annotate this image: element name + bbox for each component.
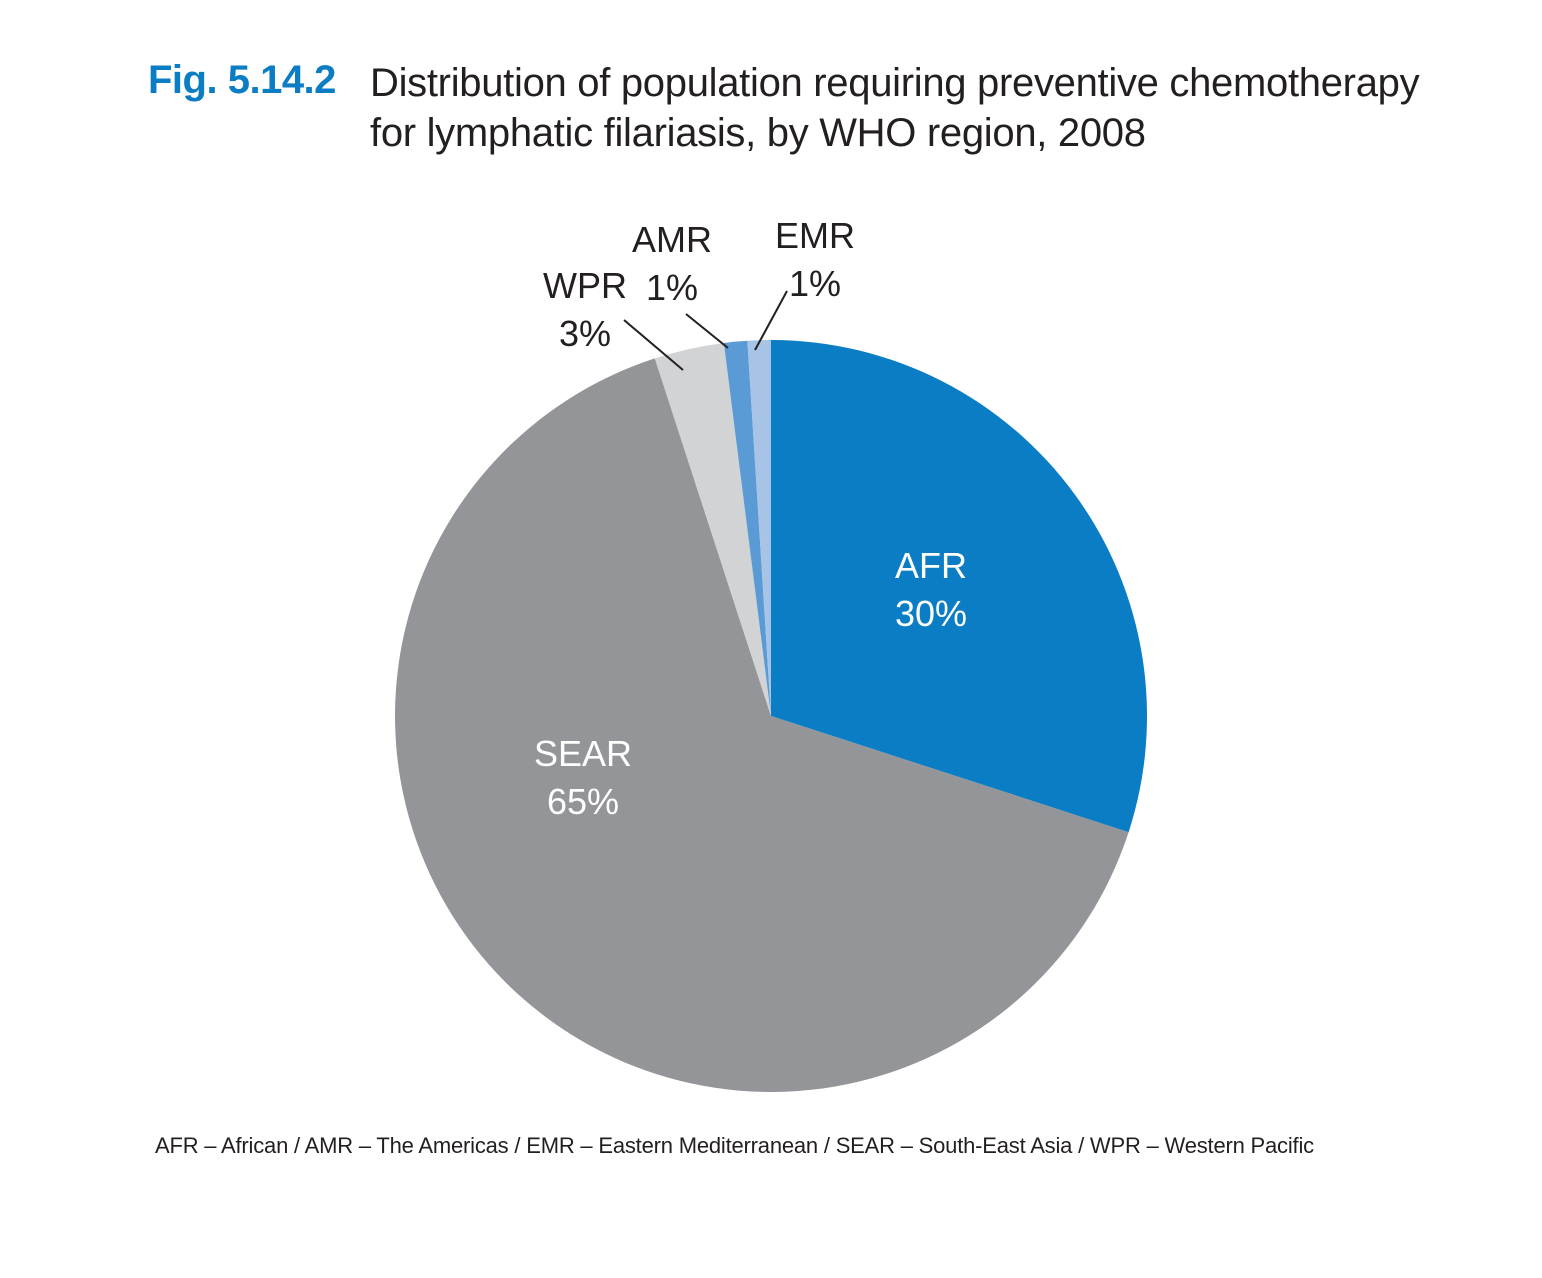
slice-label-name: AFR bbox=[895, 545, 967, 586]
pie-slice-amr bbox=[723, 340, 771, 716]
leader-lines bbox=[623, 290, 788, 371]
slice-labels: AFR 30% SEAR 65% WPR 3% AMR 1% EMR 1% bbox=[534, 215, 967, 822]
leader-line-wpr bbox=[623, 319, 684, 371]
slice-label-emr: EMR 1% bbox=[775, 215, 855, 304]
slice-label-name: SEAR bbox=[534, 733, 632, 774]
slice-label-sear: SEAR 65% bbox=[534, 733, 632, 822]
slice-label-percent: 3% bbox=[559, 313, 611, 354]
leader-line-amr bbox=[685, 313, 729, 349]
slice-label-afr: AFR 30% bbox=[895, 545, 967, 634]
pie-slice-wpr bbox=[654, 342, 771, 716]
figure-number: Fig. 5.14.2 bbox=[148, 58, 336, 102]
slice-label-wpr: WPR 3% bbox=[543, 265, 627, 354]
figure-title-line-2: for lymphatic filariasis, by WHO region,… bbox=[370, 111, 1146, 155]
slice-label-percent: 1% bbox=[789, 263, 841, 304]
slice-label-amr: AMR 1% bbox=[632, 219, 712, 308]
slice-label-name: AMR bbox=[632, 219, 712, 260]
footnote: AFR – African / AMR – The Americas / EMR… bbox=[155, 1133, 1314, 1158]
slice-label-name: EMR bbox=[775, 215, 855, 256]
pie-slice-sear bbox=[395, 358, 1129, 1092]
figure-title: Distribution of population requiring pre… bbox=[370, 58, 1450, 158]
pie-slice-afr bbox=[771, 340, 1148, 833]
figure-title-line-1: Distribution of population requiring pre… bbox=[370, 61, 1420, 105]
pie-slice-emr bbox=[747, 340, 771, 716]
pie-slices bbox=[395, 340, 1148, 1092]
slice-label-percent: 30% bbox=[895, 593, 967, 634]
slice-label-percent: 1% bbox=[646, 267, 698, 308]
leader-line-emr bbox=[754, 290, 788, 351]
slice-label-name: WPR bbox=[543, 265, 627, 306]
slice-label-percent: 65% bbox=[547, 781, 619, 822]
